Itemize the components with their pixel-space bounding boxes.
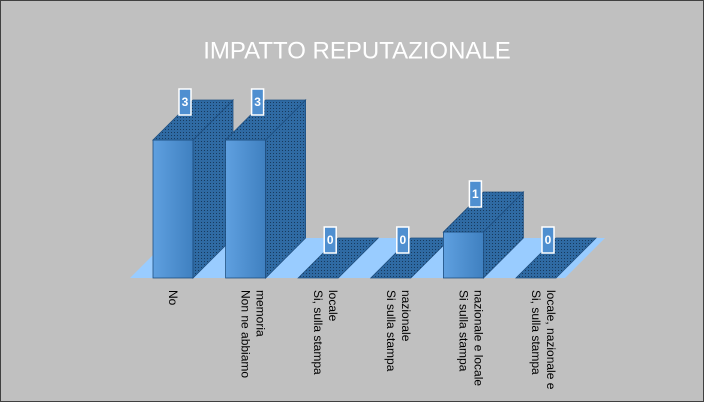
bar-front — [442, 231, 484, 279]
bar — [442, 191, 525, 279]
value-label: 3 — [254, 95, 261, 109]
x-tick-label: No — [166, 290, 180, 306]
value-label: 0 — [327, 233, 334, 247]
bar — [152, 99, 234, 279]
value-label: 1 — [472, 187, 479, 201]
value-label: 0 — [545, 233, 552, 247]
x-tick-label: Si, sulla stampa locale — [311, 290, 341, 375]
bar-front — [152, 139, 194, 279]
value-label-box — [323, 226, 337, 254]
bar-front — [225, 139, 267, 279]
value-label-box — [178, 88, 192, 116]
x-tick-label: Si sulla stampa nazionale — [383, 290, 413, 372]
value-label-box — [250, 88, 265, 116]
value-label-box — [468, 180, 483, 208]
x-tick-label: Si sulla stampa nazionale e locale — [456, 290, 486, 387]
value-label-box — [396, 226, 410, 254]
x-tick-label: Non ne abbiamo memoria — [238, 290, 268, 379]
value-label-box — [541, 226, 555, 254]
value-label: 3 — [182, 95, 189, 109]
bar — [224, 99, 307, 279]
value-label: 0 — [399, 233, 406, 247]
chart-title: IMPATTO REPUTAZIONALE — [203, 37, 511, 64]
x-tick-label: Si, sulla stampa locale, nazionale e — [529, 290, 558, 390]
